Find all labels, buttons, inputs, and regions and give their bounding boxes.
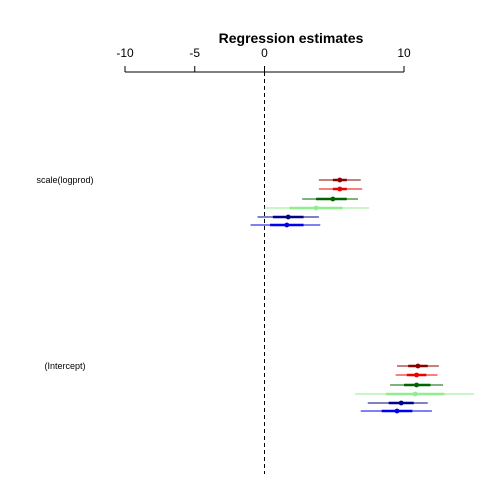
- x-tick-label-3: 10: [397, 46, 411, 60]
- estimate-point-1-3: [413, 392, 418, 397]
- estimate-point-0-1: [337, 187, 342, 192]
- chart-title: Regression estimates: [219, 30, 364, 46]
- estimate-point-1-0: [416, 364, 421, 369]
- x-tick-label-0: -10: [116, 46, 134, 60]
- coefficient-labels: scale(logprod) (Intercept): [36, 175, 93, 371]
- estimate-point-1-5: [395, 409, 400, 414]
- coef-label-1: (Intercept): [44, 361, 85, 371]
- estimate-point-1-2: [414, 383, 419, 388]
- estimate-point-0-0: [337, 178, 342, 183]
- x-tick-label-2: 0: [261, 46, 268, 60]
- x-axis: -10 -5 0 10: [116, 46, 411, 72]
- estimate-point-0-5: [284, 223, 289, 228]
- estimate-point-1-1: [414, 373, 419, 378]
- x-tick-label-1: -5: [189, 46, 200, 60]
- estimate-point-0-4: [286, 215, 291, 220]
- estimate-point-0-3: [314, 206, 319, 211]
- estimate-point-1-4: [399, 401, 404, 406]
- coef-label-0: scale(logprod): [36, 175, 93, 185]
- estimate-marks: [251, 178, 474, 414]
- estimate-point-0-2: [330, 197, 335, 202]
